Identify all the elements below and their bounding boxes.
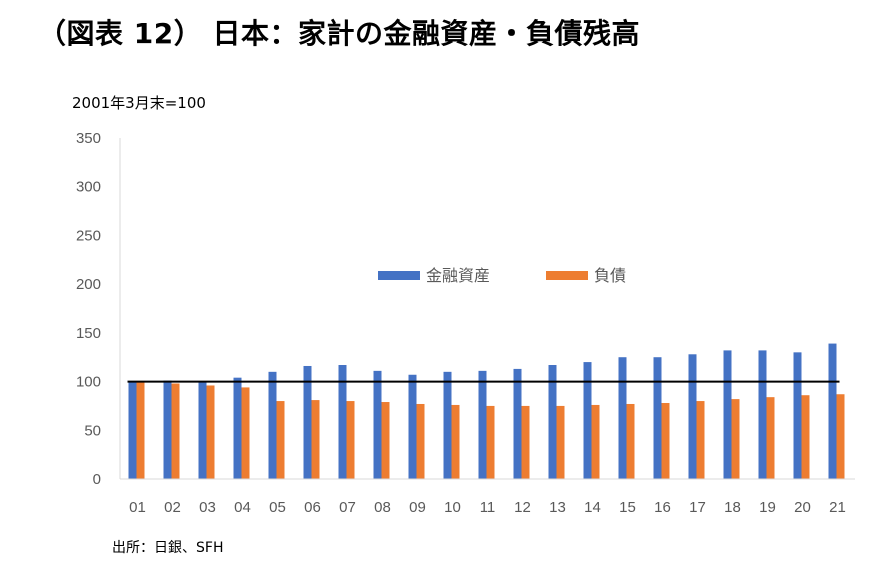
y-tick-label: 250: [76, 227, 101, 244]
bar-financial-assets-11: [478, 370, 487, 479]
y-axis: 0 50 100 150 200 250 300 350: [76, 130, 121, 488]
x-tick-label: 18: [724, 499, 741, 516]
bar-financial-assets-05: [268, 371, 277, 479]
x-tick-label: 08: [374, 499, 391, 516]
y-tick-label: 100: [76, 374, 101, 391]
bar-financial-assets-14: [583, 362, 592, 479]
bar-liabilities-05: [276, 401, 285, 479]
x-tick-label: 14: [584, 499, 601, 516]
x-tick-label: 02: [164, 499, 181, 516]
bar-liabilities-17: [696, 401, 705, 479]
bar-liabilities-06: [311, 400, 320, 479]
x-tick-label: 01: [129, 499, 146, 516]
y-tick-label: 350: [76, 130, 101, 147]
bar-financial-assets-16: [653, 357, 662, 479]
x-tick-label: 10: [444, 499, 461, 516]
y-tick-label: 0: [93, 471, 101, 488]
bar-financial-assets-17: [688, 354, 697, 479]
bar-financial-assets-01: [128, 381, 137, 479]
bar-financial-assets-08: [373, 370, 382, 479]
bar-financial-assets-02: [163, 380, 172, 479]
legend-swatch: [378, 271, 420, 280]
bar-financial-assets-07: [338, 365, 347, 479]
x-tick-label: 19: [759, 499, 776, 516]
bar-liabilities-19: [766, 397, 775, 479]
x-tick-label: 16: [654, 499, 671, 516]
bar-liabilities-13: [556, 405, 565, 479]
bar-financial-assets-09: [408, 374, 417, 479]
x-tick-label: 09: [409, 499, 426, 516]
x-tick-label: 06: [304, 499, 321, 516]
x-tick-label: 12: [514, 499, 531, 516]
bars: [128, 343, 845, 479]
bar-financial-assets-15: [618, 357, 627, 479]
bar-liabilities-11: [486, 405, 495, 479]
bar-liabilities-02: [171, 383, 180, 479]
bar-liabilities-04: [241, 387, 250, 479]
bar-liabilities-09: [416, 403, 425, 479]
bar-liabilities-10: [451, 404, 460, 479]
x-axis: 01 02 03 04 05 06 07 08 09 10 11 12 13 14 15 16 17 18 19 20…: [120, 478, 855, 516]
bar-financial-assets-04: [233, 377, 242, 479]
bar-liabilities-21: [836, 394, 845, 479]
bar-liabilities-01: [136, 381, 145, 479]
y-tick-label: 150: [76, 325, 101, 342]
legend-label: 金融資産: [426, 267, 490, 285]
x-tick-label: 11: [480, 499, 496, 516]
bar-liabilities-20: [801, 395, 810, 479]
x-tick-label: 20: [794, 499, 811, 516]
x-tick-label: 07: [339, 499, 356, 516]
bar-liabilities-03: [206, 385, 215, 479]
x-tick-label: 17: [689, 499, 706, 516]
bar-liabilities-15: [626, 403, 635, 479]
bar-liabilities-08: [381, 402, 390, 479]
legend-swatch: [546, 271, 588, 280]
bar-liabilities-18: [731, 399, 740, 479]
y-tick-label: 300: [76, 179, 101, 196]
legend-label: 負債: [594, 267, 626, 285]
bar-financial-assets-12: [513, 368, 522, 479]
bar-financial-assets-13: [548, 365, 557, 479]
bar-liabilities-14: [591, 404, 600, 479]
source-note: 出所：日銀、SFH: [112, 540, 224, 556]
bar-financial-assets-03: [198, 381, 207, 479]
x-tick-label: 05: [269, 499, 286, 516]
x-tick-label: 21: [829, 499, 846, 516]
bar-financial-assets-06: [303, 365, 312, 479]
y-tick-label: 200: [76, 276, 101, 293]
bar-financial-assets-20: [793, 352, 802, 479]
bar-liabilities-07: [346, 401, 355, 479]
y-axis-unit-note: 2001年3月末=100: [72, 94, 206, 112]
x-tick-label: 15: [619, 499, 636, 516]
bar-financial-assets-10: [443, 371, 452, 479]
x-tick-label: 13: [549, 499, 566, 516]
bar-financial-assets-18: [723, 350, 732, 479]
legend: 金融資産 負債: [378, 267, 626, 285]
x-tick-label: 04: [234, 499, 251, 516]
bar-liabilities-12: [521, 405, 530, 479]
bar-financial-assets-21: [828, 343, 837, 479]
y-tick-label: 50: [84, 422, 101, 439]
chart-title: （図表 12） 日本：家計の金融資産・負債残高: [38, 17, 640, 50]
x-tick-label: 03: [199, 499, 216, 516]
bar-financial-assets-19: [758, 350, 767, 479]
bar-liabilities-16: [661, 403, 670, 479]
